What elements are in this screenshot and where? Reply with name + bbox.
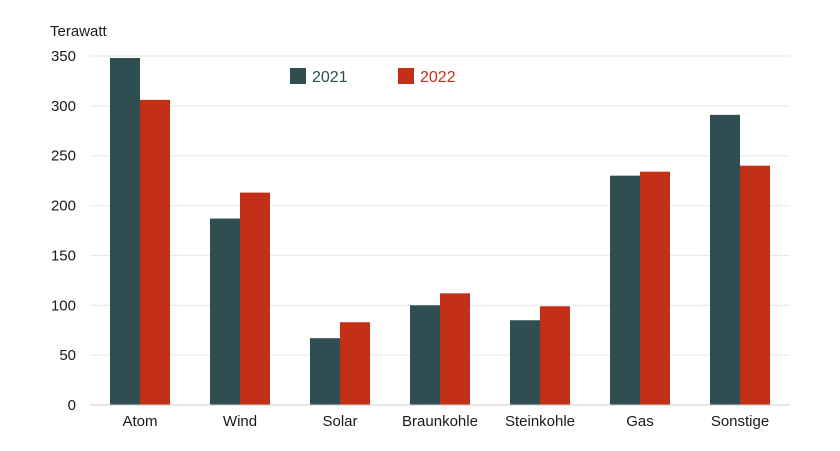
bar-2022-steinkohle <box>540 306 570 405</box>
bar-2022-wind <box>240 192 270 405</box>
y-tick-labels: 0 50 100 150 200 250 300 350 <box>51 48 76 414</box>
x-tick-label: Steinkohle <box>505 413 575 430</box>
legend-label-2022: 2022 <box>420 69 456 86</box>
x-tick-label: Solar <box>322 413 357 430</box>
y-tick-label: 100 <box>51 297 76 314</box>
bar-2022-braunkohle <box>440 293 470 405</box>
legend-swatch-2021 <box>290 68 306 84</box>
y-tick-label: 0 <box>68 397 76 414</box>
bar-2021-gas <box>610 175 640 405</box>
x-tick-label: Sonstige <box>711 413 769 430</box>
bar-2021-braunkohle <box>410 305 440 405</box>
y-tick-label: 300 <box>51 98 76 115</box>
bars <box>110 57 770 406</box>
bar-2021-atom <box>110 57 140 405</box>
bar-2021-sonstige <box>710 114 740 406</box>
x-tick-labels: Atom Wind Solar Braunkohle Steinkohle Gas Sons… <box>122 413 769 430</box>
y-tick-label: 200 <box>51 198 76 215</box>
bar-2021-steinkohle <box>510 320 540 405</box>
y-tick-label: 50 <box>59 347 76 364</box>
bar-2022-sonstige <box>740 165 770 405</box>
x-tick-label: Wind <box>223 413 257 430</box>
grid-lines <box>90 55 790 356</box>
legend: 2021 2022 <box>290 68 456 86</box>
x-tick-label: Atom <box>122 413 157 430</box>
bar-2022-gas <box>640 171 670 405</box>
x-tick-label: Gas <box>626 413 654 430</box>
legend-swatch-2022 <box>398 68 414 84</box>
y-tick-label: 350 <box>51 48 76 65</box>
bar-2021-solar <box>310 338 340 405</box>
bar-2022-atom <box>140 99 170 406</box>
bar-2022-solar <box>340 322 370 405</box>
y-axis-label: Terawatt <box>50 23 108 40</box>
bar-2021-wind <box>210 218 240 405</box>
legend-label-2021: 2021 <box>312 69 348 86</box>
y-tick-label: 250 <box>51 148 76 165</box>
y-tick-label: 150 <box>51 247 76 264</box>
x-tick-label: Braunkohle <box>402 413 478 430</box>
